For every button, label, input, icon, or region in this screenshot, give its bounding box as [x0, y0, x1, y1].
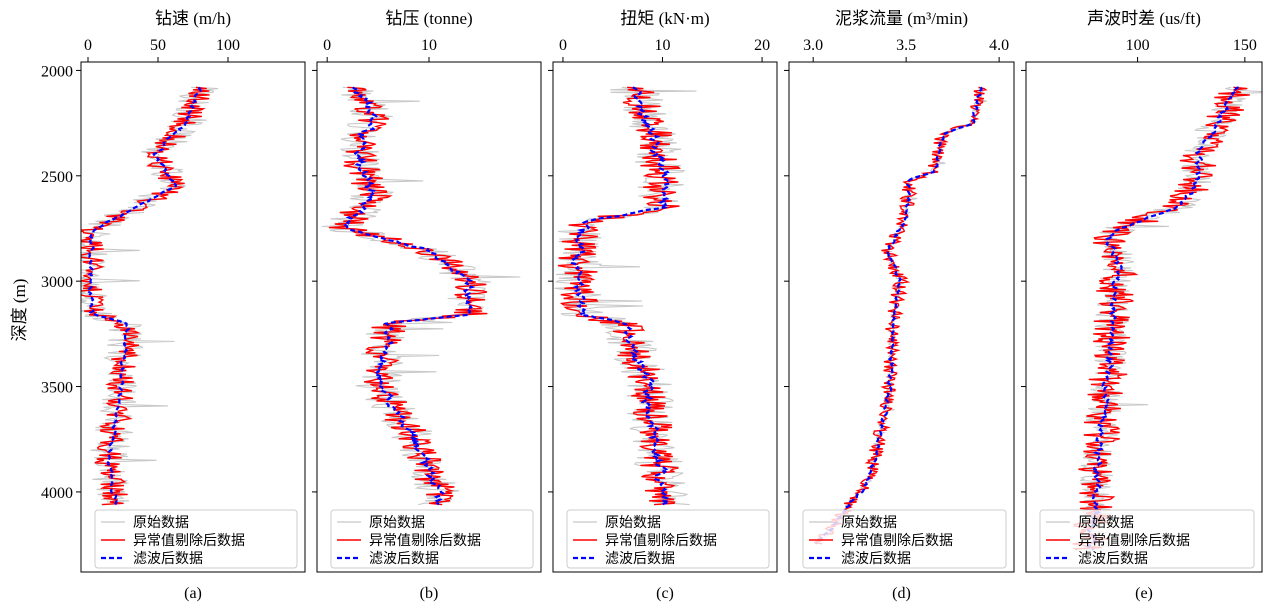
legend-label: 滤波后数据: [841, 551, 911, 567]
legend-box: [1039, 509, 1255, 569]
panel-1: 0 50 100 钻速 (m/h) 2000 2500 3000 3500 4000 (a) 原始数…: [41, 9, 306, 602]
x-tick-label: 3.0: [803, 37, 823, 54]
legend-label: 异常值剔除后数据: [605, 533, 717, 549]
series-filtered-line: [1085, 86, 1240, 551]
panel-title: 钻压 (tonne): [385, 9, 472, 28]
x-tick-label: 10: [421, 37, 437, 54]
y-tick-label: 2000: [41, 63, 73, 80]
y-tick-label: 2500: [41, 169, 73, 186]
series-cleaned-line: [557, 86, 682, 506]
plot-frame: [1025, 61, 1263, 573]
legend-label: 滤波后数据: [1078, 551, 1148, 567]
legend-label: 滤波后数据: [133, 551, 203, 567]
series-raw-line: [322, 86, 521, 506]
panel-label: (b): [420, 585, 439, 602]
x-tick-label: 150: [1233, 37, 1257, 54]
legend-label: 原始数据: [605, 515, 661, 531]
x-tick-label: 0: [559, 37, 567, 54]
panel-title: 声波时差 (us/ft): [1087, 9, 1201, 28]
series-cleaned-line: [814, 86, 988, 545]
x-tick-label: 100: [216, 37, 240, 54]
x-tick-label: 20: [754, 37, 770, 54]
panel-title: 扭矩 (kN·m): [620, 9, 709, 28]
y-tick-label: 4000: [41, 485, 73, 502]
plot-frame: [788, 61, 1015, 573]
legend-label: 原始数据: [1078, 515, 1134, 531]
x-tick-label: 3.5: [896, 37, 916, 54]
panel-label: (d): [892, 585, 911, 602]
panel-label: (a): [184, 585, 202, 602]
legend-label: 异常值剔除后数据: [369, 533, 481, 549]
series-filtered-line: [343, 86, 476, 506]
legend-label: 异常值剔除后数据: [133, 533, 245, 549]
series-raw-line: [554, 86, 697, 506]
legend-label: 异常值剔除后数据: [841, 533, 953, 549]
y-tick-label: 3500: [41, 380, 73, 397]
legend-box: [94, 509, 298, 569]
plot-frame: [552, 61, 778, 573]
legend-label: 原始数据: [133, 515, 189, 531]
legend-box: [330, 509, 534, 569]
x-tick-label: 100: [1126, 37, 1150, 54]
legend-label: 异常值剔除后数据: [1078, 533, 1190, 549]
series-filtered-line: [570, 86, 674, 506]
panel-title: 钻速 (m/h): [155, 9, 231, 28]
x-tick-label: 0: [323, 37, 331, 54]
panel-title: 泥浆流量 (m³/min): [835, 9, 968, 28]
panel-4: 3.0 3.5 4.0 泥浆流量 (m³/min) (d) 原始数据异常值剔除后数据滤波后…: [784, 9, 1015, 602]
x-tick-label: 10: [655, 37, 671, 54]
x-tick-label: 4.0: [989, 37, 1009, 54]
legend-box: [802, 509, 1007, 569]
series-cleaned-line: [1072, 86, 1250, 551]
legend-label: 原始数据: [369, 515, 425, 531]
x-tick-label: 50: [150, 37, 166, 54]
y-tick-label: 3000: [41, 274, 73, 291]
legend-label: 滤波后数据: [605, 551, 675, 567]
series-raw-line: [814, 87, 988, 545]
legend-label: 滤波后数据: [369, 551, 439, 567]
series-filtered-line: [814, 86, 983, 545]
plot-frame: [80, 61, 306, 573]
series-cleaned-line: [328, 86, 488, 506]
legend-box: [566, 509, 770, 569]
y-axis-label: 深度 (m): [10, 279, 29, 342]
panel-label: (c): [656, 585, 674, 602]
legend-label: 原始数据: [841, 515, 897, 531]
x-tick-label: 0: [84, 37, 92, 54]
panel-label: (e): [1135, 585, 1153, 602]
